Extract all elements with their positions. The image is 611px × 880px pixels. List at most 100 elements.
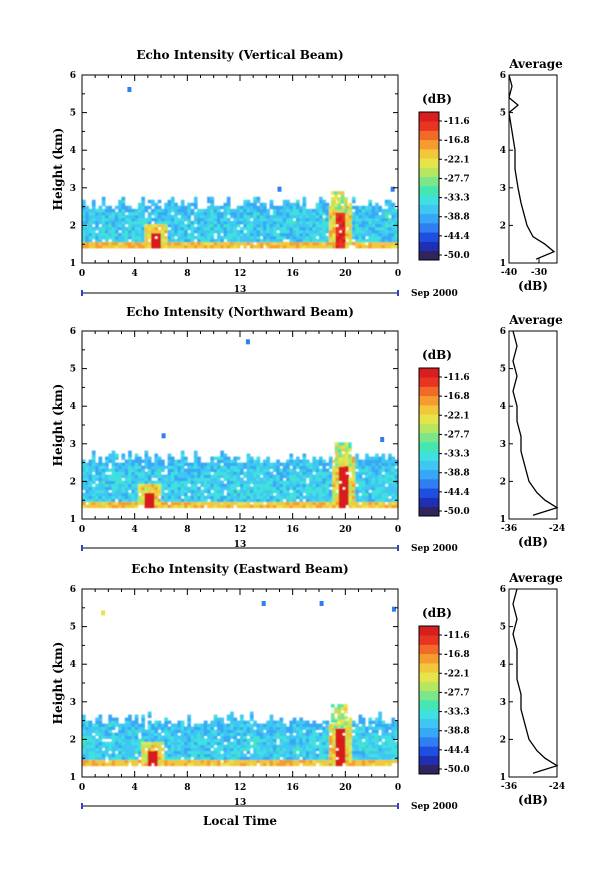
echo-cell bbox=[226, 732, 231, 736]
echo-cell bbox=[289, 456, 294, 460]
echo-cell bbox=[259, 211, 264, 216]
echo-cell bbox=[358, 753, 363, 758]
echo-cell bbox=[220, 480, 224, 484]
echo-cell bbox=[161, 226, 165, 231]
echo-cell bbox=[292, 762, 297, 767]
echo-cell bbox=[91, 229, 96, 234]
echo-cell bbox=[200, 471, 205, 475]
echo-cell bbox=[85, 477, 89, 481]
echo-cell bbox=[121, 756, 126, 761]
echo-cell bbox=[375, 453, 379, 457]
echo-cell bbox=[121, 504, 126, 509]
echo-cell bbox=[124, 471, 129, 475]
echo-cell bbox=[154, 483, 159, 488]
echo-cell bbox=[82, 504, 86, 509]
echo-cell bbox=[147, 744, 152, 749]
echo-cell bbox=[180, 492, 185, 497]
echo-cell bbox=[141, 465, 145, 469]
echo-cell bbox=[272, 205, 277, 210]
echo-cell bbox=[203, 486, 208, 491]
echo-cell bbox=[200, 217, 205, 222]
echo-cell bbox=[355, 486, 359, 491]
echo-cell bbox=[358, 211, 363, 216]
echo-cell bbox=[312, 456, 317, 460]
echo-cell bbox=[88, 477, 93, 481]
echo-cell bbox=[342, 232, 346, 237]
echo-cell bbox=[121, 492, 126, 497]
echo-cell bbox=[233, 744, 238, 749]
echo-cell bbox=[368, 238, 373, 243]
echo-cell bbox=[266, 732, 270, 736]
echo-cell bbox=[82, 732, 86, 736]
echo-cell bbox=[226, 468, 231, 472]
echo-cell bbox=[124, 459, 129, 463]
echo-cell bbox=[161, 738, 165, 742]
echo-cell bbox=[345, 214, 349, 219]
echo-cell bbox=[253, 723, 257, 727]
echo-cell bbox=[203, 245, 208, 249]
echo-cell bbox=[391, 738, 396, 742]
echo-cell bbox=[223, 504, 228, 509]
echo-cell bbox=[325, 498, 330, 503]
echo-cell bbox=[246, 238, 251, 243]
echo-cell bbox=[154, 750, 159, 755]
echo-cell bbox=[276, 468, 280, 472]
echo-cell bbox=[365, 744, 369, 749]
echo-cell bbox=[85, 468, 89, 472]
echo-cell bbox=[128, 738, 132, 742]
echo-cell bbox=[134, 489, 139, 494]
echo-cell bbox=[259, 723, 264, 727]
echo-cell bbox=[361, 504, 366, 509]
echo-cell bbox=[256, 504, 261, 509]
echo-cell bbox=[91, 465, 96, 469]
echo-cell bbox=[105, 495, 109, 500]
echo-cell bbox=[253, 214, 257, 219]
echo-cell bbox=[190, 729, 195, 733]
echo-cell bbox=[118, 501, 122, 506]
echo-cell bbox=[197, 480, 201, 484]
echo-cell bbox=[207, 489, 211, 494]
echo-cell bbox=[128, 495, 132, 500]
echo-cell bbox=[348, 762, 353, 767]
echo-cell bbox=[365, 211, 369, 216]
echo-cell bbox=[286, 235, 290, 240]
echo-cell bbox=[226, 759, 231, 764]
echo-cell bbox=[384, 756, 389, 761]
echo-cell bbox=[240, 744, 244, 749]
echo-cell bbox=[184, 759, 188, 764]
echo-cell bbox=[365, 750, 369, 755]
echo-cell bbox=[335, 504, 340, 509]
echo-cell bbox=[371, 235, 376, 240]
echo-cell bbox=[184, 468, 188, 472]
echo-cell bbox=[167, 735, 172, 739]
echo-cell bbox=[230, 759, 234, 764]
echo-cell bbox=[167, 762, 172, 767]
echo-cell bbox=[154, 205, 159, 210]
echo-cell bbox=[338, 483, 343, 488]
echo-cell bbox=[98, 492, 103, 497]
echo-cell bbox=[309, 238, 313, 243]
colorbar-swatch bbox=[419, 139, 439, 150]
echo-cell bbox=[141, 714, 145, 718]
echo-cell bbox=[236, 217, 241, 222]
echo-cell bbox=[200, 741, 205, 746]
echo-cell bbox=[157, 762, 162, 767]
echo-cell bbox=[217, 480, 221, 484]
echo-cell bbox=[141, 723, 145, 727]
echo-cell bbox=[200, 232, 205, 237]
echo-cell bbox=[138, 495, 142, 500]
echo-cell bbox=[342, 729, 346, 733]
echo-cell bbox=[332, 756, 336, 761]
colorbar-unit: (dB) bbox=[422, 348, 452, 362]
echo-cell bbox=[315, 498, 320, 503]
colorbar-tick-label: -11.6 bbox=[444, 631, 470, 641]
echo-cell bbox=[177, 474, 182, 478]
echo-cell bbox=[207, 492, 211, 497]
echo-cell bbox=[355, 756, 359, 761]
echo-cell bbox=[388, 738, 392, 742]
echo-cell bbox=[375, 720, 379, 724]
echo-cell bbox=[365, 759, 369, 764]
echo-cell bbox=[105, 474, 109, 478]
echo-cell bbox=[243, 738, 247, 742]
echo-cell bbox=[91, 456, 96, 460]
